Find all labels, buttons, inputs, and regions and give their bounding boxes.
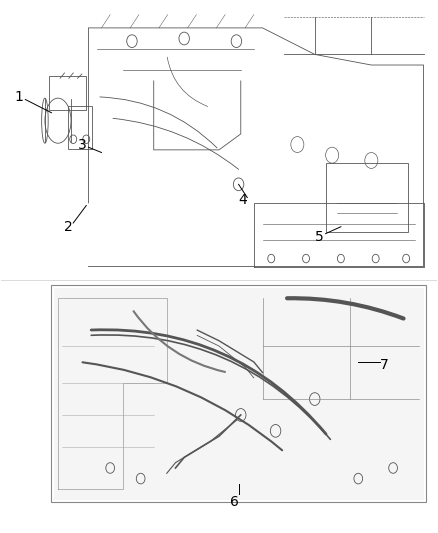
Bar	[53, 288, 424, 500]
Text: 6: 6	[230, 496, 239, 510]
Text: 5: 5	[315, 230, 324, 244]
Text: 3: 3	[78, 138, 86, 151]
Text: 1: 1	[14, 90, 23, 104]
Text: 4: 4	[239, 193, 247, 207]
Text: 2: 2	[64, 220, 73, 234]
Text: 7: 7	[380, 358, 389, 372]
